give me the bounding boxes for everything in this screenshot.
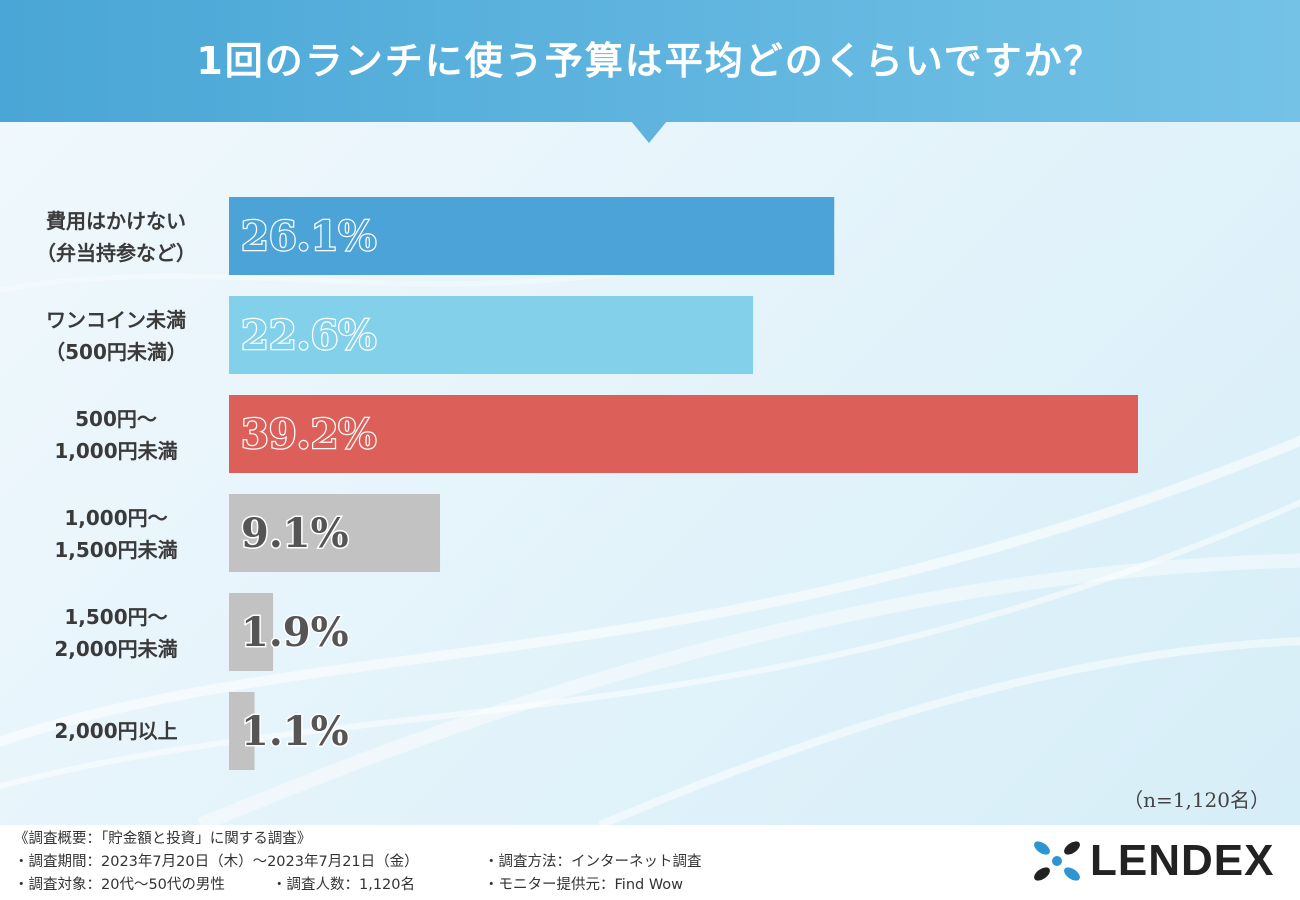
background-waves [0,0,1300,825]
survey-period: ・調査期間：2023年7月20日（木）～2023年7月21日（金） [14,854,419,870]
value-label-5: 1.9% [241,609,349,656]
bar-5 [229,593,274,671]
value-label-1: 26.1% [241,213,376,260]
survey-method: ・調査方法：インターネット調査 [484,854,702,870]
lendex-logo: LENDEX [1028,835,1278,887]
bar-3 [229,395,1138,473]
category-label-4-line-1: 1,000円～ [64,506,167,530]
survey-summary: 《調査概要：「貯金額と投資」に関する調査》 [14,831,312,847]
bar-chart: 費用はかけない （弁当持参など） 26.1% ワンコイン未満 （500円未満） 22.6%… [0,150,1300,790]
bar-2 [229,296,754,374]
header-banner [0,0,1300,122]
category-label-2-line-2: （500円未満） [45,340,187,364]
sample-size-note: （n=1,120名） [1123,788,1270,812]
category-label-5-line-2: 2,000円未満 [54,637,177,661]
logo-text: LENDEX [1090,836,1275,885]
category-label-2-line-1: ワンコイン未満 [46,308,186,332]
value-label-3: 39.2% [241,411,376,458]
survey-count: ・調査人数：1,120名 [272,877,416,893]
value-label-2: 22.6% [241,312,376,359]
survey-target: ・調査対象：20代～50代の男性 [14,877,225,893]
header-pointer [631,121,667,143]
bar-4 [229,494,441,572]
value-label-6: 1.1% [241,708,349,755]
monitor-provider: ・モニター提供元：Find Wow [484,877,684,893]
category-label-4-line-2: 1,500円未満 [54,538,177,562]
bar-chart-svg: 費用はかけない （弁当持参など） 26.1% ワンコイン未満 （500円未満） 22.6%… [36,197,1138,770]
footer: 《調査概要：「貯金額と投資」に関する調査》 ・調査期間：2023年7月20日（木… [0,825,1300,900]
bar-1 [229,197,835,275]
category-label-5-line-1: 1,500円～ [64,605,167,629]
value-label-4: 9.1% [241,510,349,557]
category-label-3-line-2: 1,000円未満 [54,439,177,463]
category-label-6-line-1: 2,000円以上 [54,719,177,743]
category-label-1-line-1: 費用はかけない [46,209,186,233]
page-title: 1回のランチに使う予算は平均どのくらいですか？ [196,39,1104,83]
category-label-1-line-2: （弁当持参など） [36,241,196,265]
bar-6 [229,692,255,770]
category-label-3-line-1: 500円～ [75,407,157,431]
logo-mark-icon [1034,841,1080,881]
